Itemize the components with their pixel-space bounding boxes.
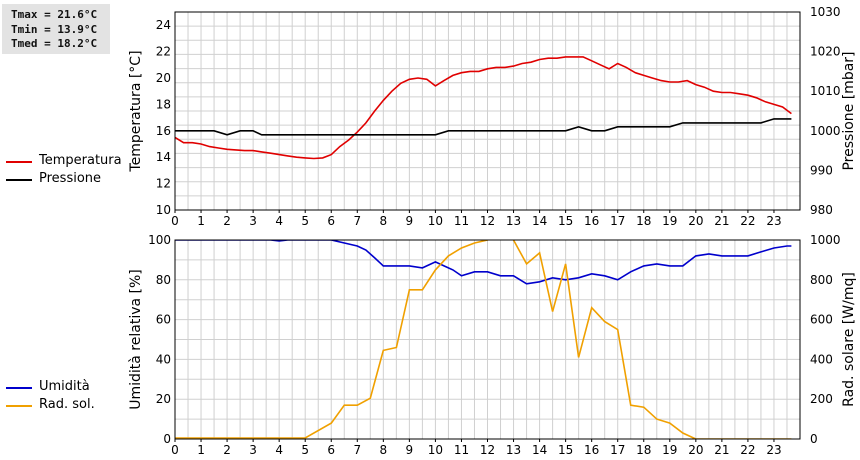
x-tick-label: 0 xyxy=(171,214,179,228)
x-tick-label: 18 xyxy=(636,443,651,457)
tmin-label: Tmin = 13.9°C xyxy=(11,23,98,36)
y2-tick-label: 400 xyxy=(810,352,833,366)
chart-panel-2: 0 1 2 3 4 5 6 7 8 9 10 11 12 13 14 15 16 17 18 19 20 21 22 2302… xyxy=(128,233,857,457)
y2-tick-label: 200 xyxy=(810,392,833,406)
y-tick-label: 100 xyxy=(148,233,171,247)
y-axis-title: Umidità relativa [%] xyxy=(128,269,144,410)
x-tick-label: 2 xyxy=(223,443,231,457)
legend-label-pressure: Pressione xyxy=(39,171,102,186)
x-tick-label: 14 xyxy=(532,214,547,228)
y-tick-label: 20 xyxy=(156,71,171,85)
x-tick-label: 12 xyxy=(480,443,495,457)
x-tick-label: 20 xyxy=(688,443,703,457)
x-tick-label: 9 xyxy=(406,443,414,457)
x-tick-label: 13 xyxy=(506,214,521,228)
x-tick-label: 17 xyxy=(610,214,625,228)
y-tick-label: 60 xyxy=(156,313,171,327)
x-tick-label: 21 xyxy=(714,214,729,228)
x-tick-label: 13 xyxy=(506,443,521,457)
x-tick-label: 22 xyxy=(740,443,755,457)
legend-label-temperature: Temperatura xyxy=(39,153,122,168)
x-tick-label: 8 xyxy=(380,443,388,457)
series-line-1-1 xyxy=(175,56,792,160)
x-tick-label: 20 xyxy=(688,214,703,228)
series-line-2-1 xyxy=(175,240,792,285)
x-tick-label: 10 xyxy=(428,214,443,228)
x-tick-label: 15 xyxy=(558,443,573,457)
x-tick-label: 17 xyxy=(610,443,625,457)
x-tick-label: 2 xyxy=(223,214,231,228)
y2-tick-label: 1000 xyxy=(810,124,841,138)
x-tick-label: 11 xyxy=(454,214,469,228)
tmax-label: Tmax = 21.6°C xyxy=(11,8,98,21)
x-tick-label: 11 xyxy=(454,443,469,457)
y-tick-label: 18 xyxy=(156,97,171,111)
y-axis-title: Temperatura [°C] xyxy=(128,50,144,172)
y2-tick-label: 0 xyxy=(810,432,818,446)
y-tick-label: 12 xyxy=(156,177,171,191)
y-tick-label: 22 xyxy=(156,45,171,59)
legend-swatch-temperature xyxy=(6,161,32,163)
y-tick-label: 0 xyxy=(163,432,171,446)
x-tick-label: 22 xyxy=(740,214,755,228)
stats-box: Tmax = 21.6°C Tmin = 13.9°C Tmed = 18.2°… xyxy=(2,4,110,54)
x-tick-label: 1 xyxy=(197,443,205,457)
x-tick-label: 14 xyxy=(532,443,547,457)
x-tick-label: 10 xyxy=(428,443,443,457)
x-tick-label: 0 xyxy=(171,443,179,457)
x-tick-label: 9 xyxy=(406,214,414,228)
x-tick-label: 3 xyxy=(249,214,257,228)
y2-axis-title: Pressione [mbar] xyxy=(841,51,857,170)
y2-tick-label: 1030 xyxy=(810,5,841,19)
y2-tick-label: 1020 xyxy=(810,45,841,59)
y-tick-label: 20 xyxy=(156,392,171,406)
x-tick-label: 3 xyxy=(249,443,257,457)
x-tick-label: 15 xyxy=(558,214,573,228)
x-tick-label: 23 xyxy=(766,214,781,228)
x-tick-label: 5 xyxy=(301,214,309,228)
y-tick-label: 10 xyxy=(156,203,171,217)
series-line-2-2 xyxy=(175,240,792,439)
legend-label-solar: Rad. sol. xyxy=(39,397,95,412)
legend-label-humidity: Umidità xyxy=(39,379,90,394)
x-tick-label: 1 xyxy=(197,214,205,228)
x-tick-label: 7 xyxy=(353,443,361,457)
x-tick-label: 6 xyxy=(327,443,335,457)
x-tick-label: 16 xyxy=(584,443,599,457)
x-tick-label: 8 xyxy=(380,214,388,228)
x-tick-label: 12 xyxy=(480,214,495,228)
y-tick-label: 14 xyxy=(156,150,171,164)
y-tick-label: 80 xyxy=(156,273,171,287)
x-tick-label: 18 xyxy=(636,214,651,228)
y2-tick-label: 600 xyxy=(810,313,833,327)
y2-tick-label: 980 xyxy=(810,203,833,217)
x-tick-label: 6 xyxy=(327,214,335,228)
x-tick-label: 5 xyxy=(301,443,309,457)
chart-panel-1: 0 1 2 3 4 5 6 7 8 9 10 11 12 13 14 15 16 17 18 19 20 21 22 2310… xyxy=(128,5,857,228)
y-tick-label: 40 xyxy=(156,352,171,366)
y2-tick-label: 1000 xyxy=(810,233,841,247)
x-tick-label: 7 xyxy=(353,214,361,228)
legend-swatch-pressure xyxy=(6,179,32,181)
x-tick-label: 4 xyxy=(275,443,283,457)
x-tick-label: 21 xyxy=(714,443,729,457)
y-tick-label: 16 xyxy=(156,124,171,138)
tmed-label: Tmed = 18.2°C xyxy=(11,37,98,50)
y2-tick-label: 1010 xyxy=(810,84,841,98)
x-tick-label: 19 xyxy=(662,443,677,457)
legend-swatch-solar xyxy=(6,405,32,407)
y2-tick-label: 990 xyxy=(810,163,833,177)
y2-tick-label: 800 xyxy=(810,273,833,287)
x-tick-label: 16 xyxy=(584,214,599,228)
x-tick-label: 19 xyxy=(662,214,677,228)
y-tick-label: 24 xyxy=(156,18,171,32)
legend-swatch-humidity xyxy=(6,387,32,389)
y2-axis-title: Rad. solare [W/mq] xyxy=(841,272,857,407)
x-tick-label: 23 xyxy=(766,443,781,457)
series-line-1-2 xyxy=(175,118,792,136)
x-tick-label: 4 xyxy=(275,214,283,228)
